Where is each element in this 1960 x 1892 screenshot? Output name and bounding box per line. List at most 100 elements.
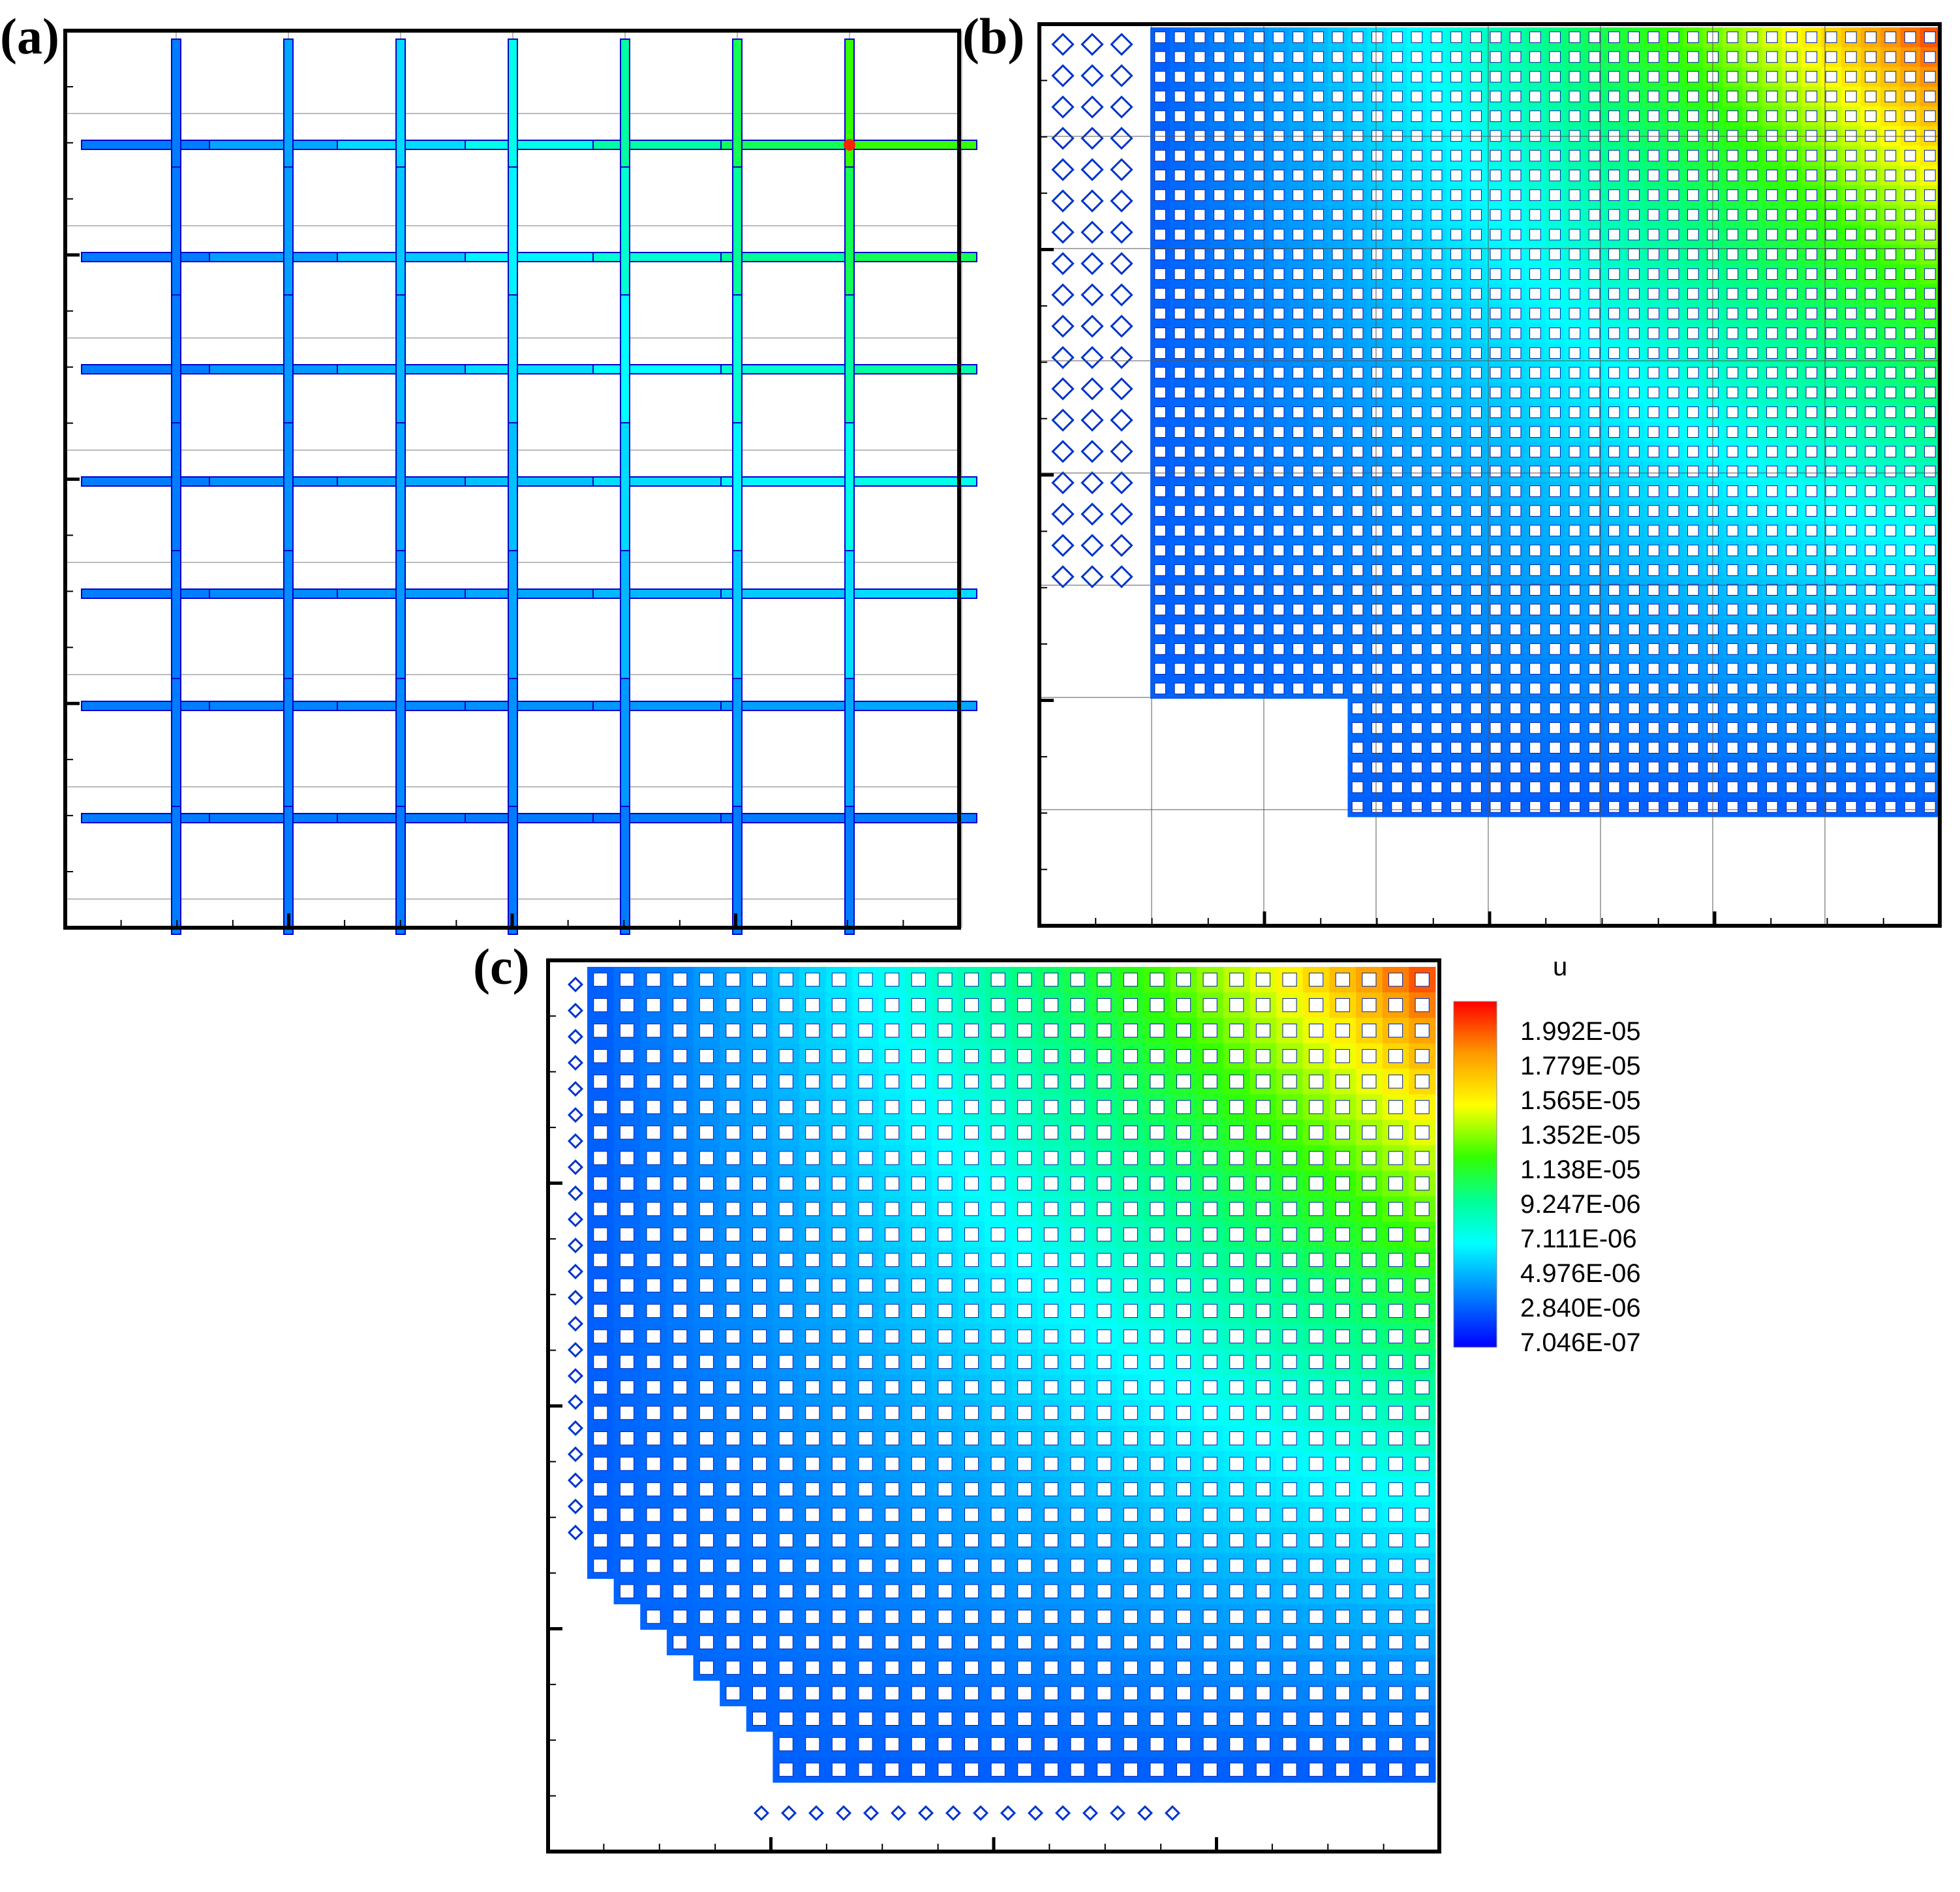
panel-a-frame — [63, 29, 961, 930]
lattice-beam — [209, 252, 338, 262]
lattice-beam — [209, 476, 338, 487]
lattice-beam — [465, 476, 594, 487]
lattice-beam — [620, 806, 630, 935]
lattice-beam — [465, 364, 594, 374]
lattice-beam — [620, 422, 630, 551]
lattice-beam — [592, 476, 722, 487]
lattice-beam — [465, 140, 594, 150]
lattice-beam — [732, 550, 743, 679]
lattice-beam — [732, 678, 743, 807]
lattice-beam — [508, 38, 518, 168]
lattice-beam — [171, 166, 181, 296]
lattice-beam — [844, 422, 855, 551]
lattice-beam — [81, 364, 210, 374]
lattice-beam — [395, 422, 406, 551]
lattice-beam — [732, 166, 743, 296]
lattice-beam — [81, 588, 210, 599]
lattice-beam — [395, 806, 406, 935]
legend-level-10: 7.046E-07 — [1520, 1328, 1641, 1357]
lattice-beam — [844, 806, 855, 935]
lattice-beam — [81, 252, 210, 262]
panel-c-plot — [546, 958, 1441, 1854]
lattice-beam — [620, 294, 630, 423]
lattice-beam — [508, 550, 518, 679]
lattice-beam — [592, 701, 722, 711]
lattice-beam — [283, 422, 294, 551]
lattice-beam — [171, 294, 181, 423]
lattice-beam — [844, 678, 855, 807]
lattice-beam — [171, 678, 181, 807]
legend-title: u — [1553, 953, 1567, 981]
lattice-beam — [209, 364, 338, 374]
legend-level-7: 7.111E-06 — [1520, 1225, 1637, 1253]
lattice-beam — [171, 38, 181, 168]
lattice-beam — [508, 678, 518, 807]
lattice-beam — [844, 166, 855, 296]
panel-b: (b) — [962, 8, 1942, 928]
legend-level-2: 1.779E-05 — [1520, 1052, 1641, 1080]
lattice-beam — [508, 166, 518, 296]
lattice-beam — [508, 294, 518, 423]
lattice-beam — [732, 294, 743, 423]
lattice-beam — [395, 166, 406, 296]
lattice-beam — [395, 38, 406, 168]
lattice-beam — [620, 38, 630, 168]
panel-c-frame — [546, 958, 1441, 1854]
lattice-beam — [81, 701, 210, 711]
lattice-beam — [283, 38, 294, 168]
lattice-beam — [395, 294, 406, 423]
lattice-beam — [844, 294, 855, 423]
legend-level-9: 2.840E-06 — [1520, 1294, 1641, 1322]
lattice-beam — [171, 806, 181, 935]
lattice-beam — [395, 678, 406, 807]
panel-label-c: (c) — [473, 938, 530, 995]
lattice-beam — [465, 813, 594, 823]
lattice-beam — [592, 364, 722, 374]
legend-level-6: 9.247E-06 — [1520, 1190, 1641, 1219]
lattice-beam — [395, 550, 406, 679]
lattice-beam — [732, 422, 743, 551]
colorbar-legend: u 1.992E-05 1.779E-05 1.565E-05 1.352E-0… — [1453, 953, 1641, 1357]
lattice-beam — [465, 252, 594, 262]
legend-level-5: 1.138E-05 — [1520, 1155, 1641, 1184]
lattice-beam — [732, 38, 743, 168]
lattice-beam — [209, 588, 338, 599]
colorbar — [1453, 1001, 1497, 1348]
lattice-beam — [81, 813, 210, 823]
panel-a-plot — [63, 29, 977, 935]
lattice-beam — [283, 294, 294, 423]
legend-level-1: 1.992E-05 — [1520, 1017, 1641, 1046]
legend-level-4: 1.352E-05 — [1520, 1121, 1641, 1150]
panel-a: (a) — [0, 8, 977, 935]
lattice-beam — [283, 550, 294, 679]
lattice-beam — [508, 806, 518, 935]
lattice-beam — [592, 252, 722, 262]
panel-b-plot — [1037, 22, 1942, 928]
lattice-beam — [732, 806, 743, 935]
lattice-beam — [171, 550, 181, 679]
panel-label-a: (a) — [0, 8, 59, 65]
lattice-beam — [209, 813, 338, 823]
lattice-beam — [620, 678, 630, 807]
lattice-beam — [283, 166, 294, 296]
lattice-beam — [592, 813, 722, 823]
lattice-beam — [592, 140, 722, 150]
panel-label-b: (b) — [962, 8, 1024, 65]
lattice-beam — [844, 550, 855, 679]
lattice-beam — [620, 550, 630, 679]
lattice-beam — [283, 678, 294, 807]
lattice-beam — [81, 476, 210, 487]
legend-level-8: 4.976E-06 — [1520, 1259, 1641, 1288]
lattice-beam — [283, 806, 294, 935]
legend-level-3: 1.565E-05 — [1520, 1086, 1641, 1115]
lattice-beam — [465, 701, 594, 711]
lattice-beam — [171, 422, 181, 551]
lattice-beam — [592, 588, 722, 599]
lattice-beam — [209, 140, 338, 150]
lattice-beam — [81, 140, 210, 150]
lattice-beam — [465, 588, 594, 599]
lattice-beam — [209, 701, 338, 711]
lattice-beam — [620, 166, 630, 296]
panel-c: (c) — [473, 938, 1441, 1854]
